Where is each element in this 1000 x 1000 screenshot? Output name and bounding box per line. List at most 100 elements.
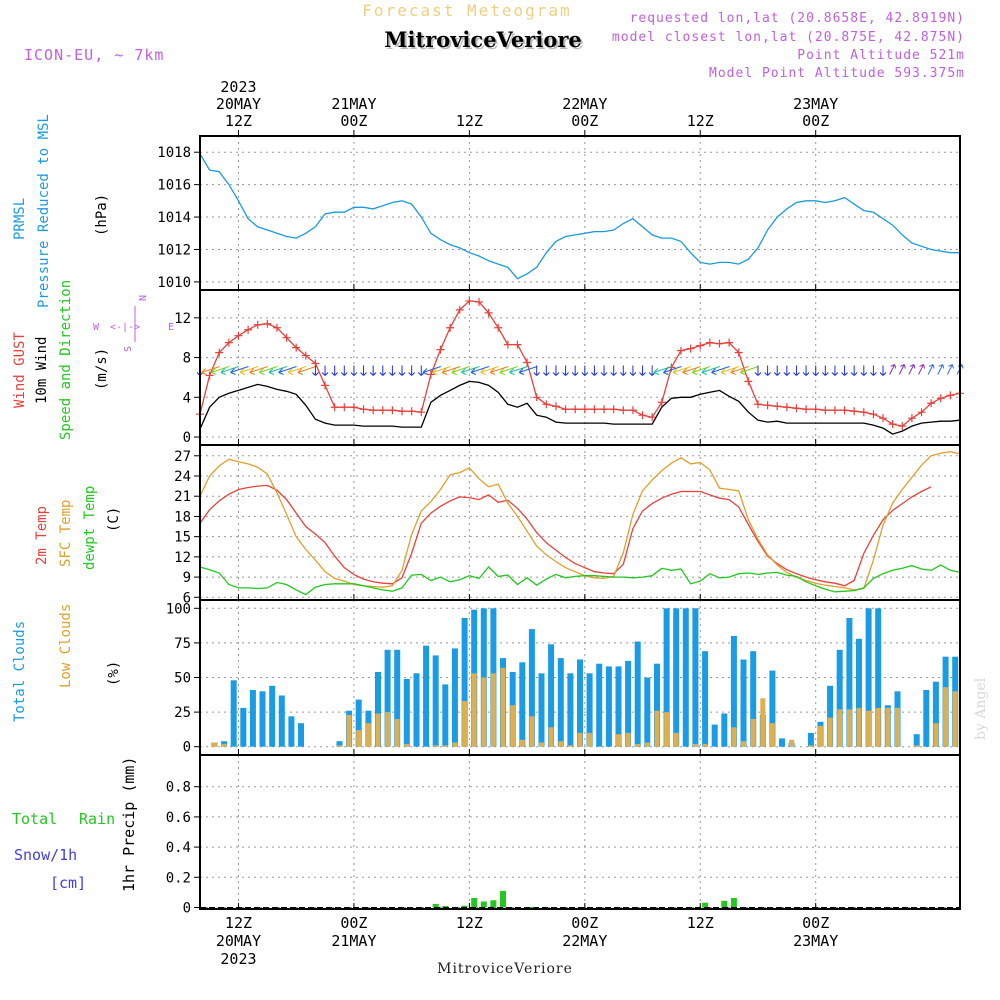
wind-gust-marker [763, 401, 772, 410]
wind-gust-marker [888, 420, 897, 429]
low-clouds-bar [933, 723, 939, 747]
wind-direction-arrow [591, 365, 598, 376]
top-time-label: 21MAY [331, 95, 376, 113]
wind-direction-arrow [870, 365, 877, 376]
total-clouds-bar [384, 649, 391, 747]
total-clouds-label: Total Clouds [12, 621, 28, 722]
wind-direction-arrow [562, 365, 569, 376]
pressure-ytick-label: 1016 [157, 178, 191, 194]
wind-direction-arrow [480, 366, 499, 375]
wind-direction-arrow [461, 366, 480, 375]
low-clouds-bar [789, 739, 795, 747]
wind-direction-arrow [441, 366, 461, 375]
low-clouds-bar [490, 673, 496, 747]
low-clouds-bar [625, 732, 631, 747]
wind-gust-marker [321, 381, 330, 390]
total-clouds-bar [403, 678, 410, 747]
wind-direction-arrow [210, 366, 230, 375]
precip-panel: 0 0.2 0.4 0.6 0.8 [166, 754, 961, 916]
low-clouds-bar [211, 742, 217, 747]
bottom-time-label: 20MAY [216, 932, 261, 950]
wind-ytick-label: 4 [183, 390, 191, 406]
wind-direction-arrow [432, 366, 451, 375]
wind-gust-marker [542, 400, 551, 409]
wind-direction-arrow [258, 366, 278, 375]
wind-direction-arrow [889, 364, 897, 375]
compass-west: W [93, 322, 100, 333]
bottom-time-label: 12Z [687, 914, 714, 932]
wind-gust-marker [879, 414, 888, 423]
low-clouds-bar [548, 727, 554, 747]
compass-north: N [136, 295, 147, 301]
precip-ytick-label: 0.6 [166, 810, 191, 826]
wind-gust-label: Wind GUST [12, 332, 28, 408]
compass-south: S [123, 346, 134, 352]
wind-gust-marker [705, 338, 714, 347]
low-clouds-bar [875, 707, 881, 747]
wind-direction-arrow [639, 365, 646, 376]
bottom-time-label: 2023 [220, 950, 256, 968]
wind-direction-arrow [369, 365, 377, 376]
precip-ytick-label: 0.4 [166, 840, 191, 856]
total-clouds-bar [519, 662, 526, 747]
total-clouds-bar [711, 724, 718, 747]
bottom-time-label: 00Z [340, 914, 367, 932]
wind-direction-arrow [268, 366, 288, 375]
footer-location: MitroviceVeriore [437, 961, 573, 977]
bottom-time-label: 00Z [802, 914, 829, 932]
percent-unit-label: (%) [106, 661, 122, 686]
total-clouds-bar [827, 685, 834, 747]
total-clouds-bar [557, 658, 564, 747]
wind-direction-arrow [802, 365, 810, 376]
pressure-panel: 1010 1012 1014 1016 1018 [157, 135, 961, 291]
precip-frame [199, 754, 961, 910]
sfc-temp-label: SFC Temp [58, 500, 74, 567]
low-clouds-bar [741, 741, 746, 747]
total-clouds-bar [779, 738, 785, 747]
total-clouds-bar [644, 677, 651, 747]
wind-gust-marker [532, 393, 541, 402]
top-time-label: 00Z [802, 112, 829, 130]
pressure-series-prmsl [199, 153, 960, 280]
bottom-time-label: 22MAY [562, 932, 607, 950]
total-clouds-bar [663, 608, 670, 747]
wind-gust-marker [715, 339, 724, 348]
top-time-label: 2023 [220, 78, 256, 96]
wind-gust-marker [417, 408, 426, 417]
wind-direction-arrow [793, 365, 800, 376]
wind-gust-marker [830, 406, 839, 415]
total-clouds-bar [605, 666, 612, 747]
precip-labels: Total Rain Snow/1h [cm] 1hr Precip (mm) [12, 757, 138, 892]
low-clouds-label: Low Clouds [58, 604, 74, 688]
total-clouds-bar [596, 663, 603, 747]
precip-ytick-label: 0.8 [166, 780, 191, 796]
bottom-time-label: 00Z [571, 914, 598, 932]
total-clouds-bar [394, 649, 401, 747]
low-clouds-bar [356, 730, 362, 747]
wind-gust-marker [648, 413, 657, 422]
wind-gust-marker [840, 406, 849, 415]
wind-gust-marker [494, 323, 503, 332]
clouds-panel: 0 25 50 75 100 [166, 599, 961, 756]
total-clouds-bar [721, 713, 728, 747]
wind-panel: 0 4 8 12 [174, 289, 964, 446]
wind-gust-marker [292, 343, 301, 352]
wind-direction-arrow [489, 366, 509, 375]
location-title: MitroviceVeriore [384, 27, 582, 52]
wind-direction-arrow [201, 366, 220, 375]
wind-direction-arrow [682, 366, 701, 375]
pressure-msl-label: Pressure Reduced to MSL [36, 114, 52, 308]
wind-gust-marker [677, 346, 686, 355]
wind-gust-marker [205, 371, 214, 380]
wind-direction-arrow [821, 365, 829, 376]
low-clouds-bar [471, 673, 477, 747]
wind-gust-marker [898, 422, 907, 431]
wind-speed-direction-label: Speed and Direction [58, 280, 74, 440]
wind-gust-marker [359, 405, 368, 414]
wind-direction-arrow [600, 365, 608, 376]
clouds-ytick-label: 0 [183, 740, 191, 756]
snow-label: Snow/1h [14, 846, 77, 864]
wind-direction-arrow [783, 365, 791, 376]
total-clouds-bar [567, 673, 574, 747]
wind-ytick-label: 8 [183, 351, 191, 367]
